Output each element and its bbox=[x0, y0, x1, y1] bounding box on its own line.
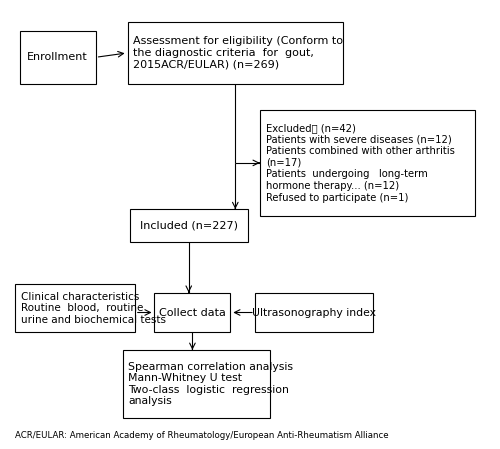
Bar bbox=[154, 293, 230, 332]
Bar bbox=[128, 22, 343, 84]
Text: Ultrasonography index: Ultrasonography index bbox=[252, 308, 376, 317]
Bar bbox=[122, 350, 270, 418]
Text: Enrollment: Enrollment bbox=[28, 52, 88, 62]
Bar bbox=[15, 284, 135, 332]
Bar bbox=[255, 293, 372, 332]
Text: Included (n=227): Included (n=227) bbox=[140, 220, 238, 231]
Text: Spearman correlation analysis
Mann-Whitney U test
Two-class  logistic  regressio: Spearman correlation analysis Mann-Whitn… bbox=[128, 361, 294, 406]
Text: Collect data: Collect data bbox=[159, 308, 226, 317]
Text: Excluded： (n=42)
Patients with severe diseases (n=12)
Patients combined with oth: Excluded： (n=42) Patients with severe di… bbox=[266, 123, 454, 202]
Text: Clinical characteristics
Routine  blood,  routine
urine and biochemical tests: Clinical characteristics Routine blood, … bbox=[20, 291, 166, 325]
Text: Assessment for eligibility (Conform to
the diagnostic criteria  for  gout,
2015A: Assessment for eligibility (Conform to t… bbox=[134, 36, 344, 70]
Bar bbox=[260, 110, 476, 216]
Bar bbox=[130, 209, 248, 242]
Text: ACR/EULAR: American Academy of Rheumatology/European Anti-Rheumatism Alliance: ACR/EULAR: American Academy of Rheumatol… bbox=[15, 431, 388, 440]
Bar bbox=[20, 31, 96, 84]
